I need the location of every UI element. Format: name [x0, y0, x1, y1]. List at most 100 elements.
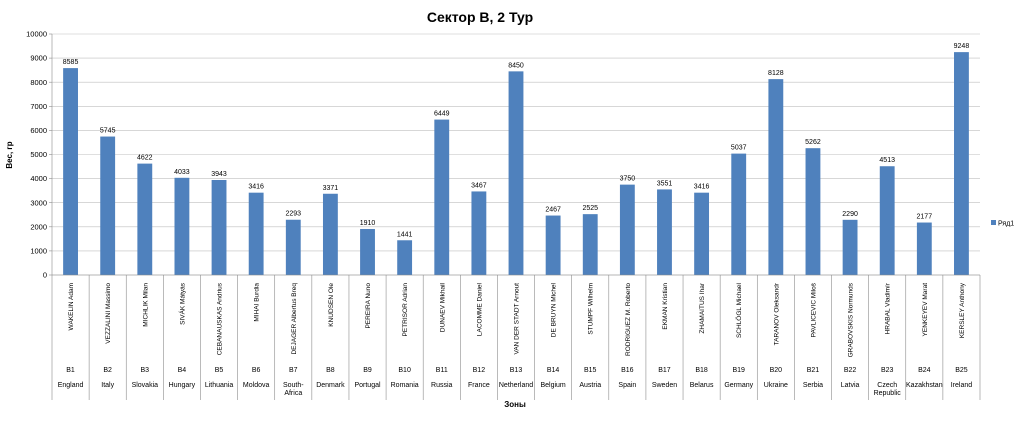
data-label: 3467: [471, 182, 487, 189]
category-name-label: MICHLIK Milan: [142, 283, 149, 327]
category-country-label: Portugal: [354, 382, 381, 389]
data-label: 1441: [397, 231, 413, 238]
data-label: 3371: [323, 185, 339, 192]
y-tick-label: 4000: [30, 174, 47, 183]
y-tick-label: 6000: [30, 126, 47, 135]
category-country-label: Czech Republic: [874, 382, 902, 397]
bar: [322, 193, 338, 275]
category-name-label: KERSLEY Anthony: [959, 282, 966, 338]
category-name-label: VEZZALINI Massimo: [105, 283, 112, 344]
category-country-label: Sweden: [652, 382, 677, 389]
category-country-label: England: [58, 382, 84, 389]
category-name-label: WAKELIN Adam: [68, 283, 75, 330]
category-country-label: Russia: [431, 382, 453, 389]
category-country-label: Netherland: [499, 382, 533, 389]
data-label: 2525: [582, 205, 598, 212]
category-country-label: Austria: [579, 382, 601, 389]
category-zone-label: B13: [510, 367, 523, 374]
bar: [916, 222, 932, 275]
bar: [954, 52, 969, 275]
category-zone-label: B6: [252, 367, 261, 374]
category-name-label: PETRISOR Adrian: [402, 283, 409, 337]
category-zone-label: B9: [363, 367, 372, 374]
category-name-label: PAVLICEVIC Miloš: [810, 282, 817, 337]
category-name-label: PEREIRA Nuno: [365, 283, 372, 329]
category-zone-label: B21: [807, 367, 820, 374]
category-zone-label: B4: [178, 367, 187, 374]
data-labels: 8585 5745 4622 4033 3943 3416 2293 3371 1910 1441…: [63, 43, 970, 238]
category-country-label: Moldova: [243, 382, 270, 389]
data-label: 4622: [137, 155, 153, 162]
category-zone-label: B8: [326, 367, 335, 374]
category-zone-label: B17: [658, 367, 671, 374]
bar: [285, 219, 301, 275]
data-label: 8450: [508, 62, 524, 69]
category-name-label: DE BRUYN Michel: [551, 282, 558, 337]
category-name-label: YENKEYEV Marat: [922, 283, 929, 337]
y-tick-label: 10000: [26, 30, 47, 39]
category-country-label: Belarus: [690, 382, 714, 389]
bar: [434, 119, 450, 275]
category-zone-label: B25: [955, 367, 968, 374]
category-name-label: EKMAN Kristian: [662, 283, 669, 330]
bar: [619, 184, 635, 275]
bar: [137, 163, 153, 275]
category-country-label: Latvia: [841, 382, 860, 389]
data-label: 2177: [917, 214, 933, 221]
bar: [100, 136, 116, 275]
bar: [768, 79, 784, 275]
bar: [211, 179, 227, 275]
bar: [657, 189, 672, 275]
data-label: 4033: [174, 169, 190, 176]
category-name-label: STUMPF Wilhelm: [588, 283, 595, 335]
category-country-label: Germany: [724, 382, 753, 389]
category-zone-label: B18: [695, 367, 708, 374]
category-country-label: Ukraine: [764, 382, 788, 389]
data-label: 8128: [768, 70, 784, 77]
data-label: 3551: [657, 180, 673, 187]
category-zone-label: B12: [473, 367, 486, 374]
legend-swatch: [991, 220, 996, 225]
data-label: 6449: [434, 111, 450, 118]
category-country-label: Ireland: [951, 382, 973, 389]
category-name-label: SIVÁK Mátyás: [177, 282, 186, 325]
category-zone-label: B15: [584, 367, 597, 374]
data-label: 5262: [805, 139, 821, 146]
category-zone-label: B3: [141, 367, 150, 374]
category-name-label: LACOMME Daniel: [476, 282, 483, 336]
category-zone-label: B2: [103, 367, 112, 374]
category-name-label: KNUDSEN Ole: [328, 283, 335, 327]
category-name-label: HRABAL Vladimír: [885, 282, 892, 334]
category-name-label: DUNAEV Mikhail: [439, 282, 446, 332]
data-label: 2293: [285, 211, 301, 218]
data-label: 3416: [694, 184, 710, 191]
category-zone-label: B20: [770, 367, 783, 374]
data-label: 3943: [211, 171, 227, 178]
data-label: 8585: [63, 59, 79, 66]
category-country-label: Romania: [391, 382, 419, 389]
category-country-label: Spain: [618, 382, 636, 389]
category-country-label: Denmark: [316, 382, 345, 389]
category-country-label: Slovakia: [132, 382, 159, 389]
category-name-label: CEBANAUSKAS Andrius: [217, 282, 224, 355]
category-name-label: ZHAMAITUS Ihar: [699, 282, 706, 333]
category-name-label: TARANOV Oleksandr: [773, 282, 780, 345]
bar: [879, 166, 895, 275]
y-tick-label: 8000: [30, 78, 47, 87]
bar: [63, 68, 78, 275]
data-label: 2290: [842, 211, 858, 218]
bar: [248, 192, 264, 275]
category-zone-label: B5: [215, 367, 224, 374]
category-country-label: Serbia: [803, 382, 823, 389]
data-label: 3416: [248, 184, 264, 191]
category-zone-label: B7: [289, 367, 298, 374]
category-zone-label: B1: [66, 367, 75, 374]
y-axis-label: Вес, гр: [5, 141, 14, 168]
category-country-label: Italy: [101, 382, 114, 389]
y-tick-label: 0: [43, 271, 47, 280]
category-zone-label: B10: [398, 367, 411, 374]
bar: [582, 214, 598, 275]
category-zone-label: B14: [547, 367, 560, 374]
category-name-label: VAN DER STADT Arnout: [514, 283, 521, 355]
